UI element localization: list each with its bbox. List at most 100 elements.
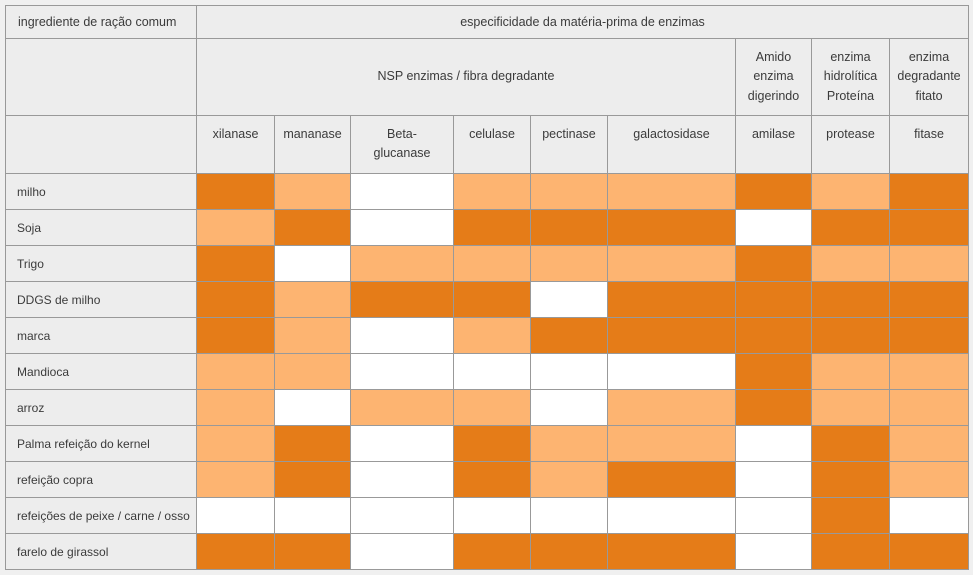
matrix-cell-dark (196, 317, 275, 354)
matrix-cell-dark (888, 173, 970, 210)
table-row: Mandioca (5, 353, 970, 390)
matrix-cell-dark (735, 173, 812, 210)
matrix-cell-dark (811, 533, 890, 570)
matrix-cell-light (196, 461, 275, 498)
matrix-cell-light (607, 245, 736, 282)
header-row-group: ingrediente de ração comum especificidad… (5, 5, 970, 39)
matrix-cell-white (607, 353, 736, 390)
matrix-cell-dark (888, 317, 970, 354)
matrix-cell-dark (735, 353, 812, 390)
matrix-cell-dark (274, 209, 351, 246)
matrix-cell-white (350, 461, 454, 498)
matrix-cell-light (607, 389, 736, 426)
matrix-cell-light (888, 245, 970, 282)
subgroup-protein-enzyme: enzima hidrolítica Proteína (811, 38, 890, 116)
table-row: DDGS de milho (5, 281, 970, 318)
matrix-cell-white (735, 533, 812, 570)
row-label: Trigo (5, 245, 197, 282)
matrix-cell-light (274, 173, 351, 210)
column-pectinase: pectinase (530, 115, 608, 174)
column-amilase: amilase (735, 115, 812, 174)
blank-cell (5, 115, 197, 174)
table-row: arroz (5, 389, 970, 426)
matrix-cell-light (607, 425, 736, 462)
matrix-cell-dark (607, 281, 736, 318)
matrix-cell-light (196, 353, 275, 390)
matrix-cell-white (888, 497, 970, 534)
matrix-cell-dark (811, 281, 890, 318)
matrix-cell-light (196, 389, 275, 426)
matrix-cell-light (811, 173, 890, 210)
matrix-cell-dark (888, 533, 970, 570)
matrix-cell-white (350, 533, 454, 570)
matrix-cell-white (453, 497, 531, 534)
table-header: ingrediente de ração comum especificidad… (5, 5, 970, 174)
matrix-cell-light (196, 209, 275, 246)
row-label: Mandioca (5, 353, 197, 390)
matrix-cell-dark (196, 173, 275, 210)
matrix-cell-dark (453, 425, 531, 462)
matrix-cell-white (274, 245, 351, 282)
blank-cell (5, 38, 197, 116)
matrix-cell-dark (735, 245, 812, 282)
matrix-cell-light (196, 425, 275, 462)
row-label: refeições de peixe / carne / osso (5, 497, 197, 534)
matrix-cell-dark (530, 533, 608, 570)
enzyme-specificity-table: ingrediente de ração comum especificidad… (5, 5, 970, 570)
matrix-cell-white (530, 389, 608, 426)
matrix-cell-light (453, 389, 531, 426)
matrix-cell-light (888, 353, 970, 390)
matrix-cell-dark (274, 425, 351, 462)
table-row: Trigo (5, 245, 970, 282)
matrix-cell-light (530, 461, 608, 498)
matrix-cell-dark (530, 209, 608, 246)
matrix-cell-white (735, 461, 812, 498)
matrix-cell-dark (607, 461, 736, 498)
matrix-cell-light (888, 389, 970, 426)
column-galactosidase: galactosidase (607, 115, 736, 174)
column-xilanase: xilanase (196, 115, 275, 174)
row-label: arroz (5, 389, 197, 426)
subgroup-phytate-enzyme: enzima degradante fitato (888, 38, 970, 116)
matrix-cell-dark (735, 281, 812, 318)
row-label: milho (5, 173, 197, 210)
row-label: farelo de girassol (5, 533, 197, 570)
table-row: refeição copra (5, 461, 970, 498)
matrix-cell-dark (811, 209, 890, 246)
matrix-cell-dark (453, 533, 531, 570)
matrix-cell-dark (607, 209, 736, 246)
row-label: marca (5, 317, 197, 354)
table-row: marca (5, 317, 970, 354)
column-mananase: mananase (274, 115, 351, 174)
matrix-cell-light (811, 353, 890, 390)
matrix-cell-dark (453, 281, 531, 318)
matrix-cell-dark (607, 533, 736, 570)
column-fitase: fitase (888, 115, 970, 174)
column-celulase: celulase (453, 115, 531, 174)
matrix-cell-dark (811, 317, 890, 354)
column-beta-glucanase: Beta- glucanase (350, 115, 454, 174)
matrix-cell-dark (196, 245, 275, 282)
matrix-cell-white (350, 209, 454, 246)
matrix-cell-light (607, 173, 736, 210)
subgroup-starch-enzyme: Amido enzima digerindo (735, 38, 812, 116)
matrix-cell-light (274, 353, 351, 390)
matrix-cell-white (350, 173, 454, 210)
matrix-cell-dark (453, 461, 531, 498)
matrix-cell-white (453, 353, 531, 390)
matrix-cell-white (274, 389, 351, 426)
row-label: Palma refeição do kernel (5, 425, 197, 462)
matrix-cell-dark (453, 209, 531, 246)
matrix-cell-dark (274, 533, 351, 570)
table-row: farelo de girassol (5, 533, 970, 570)
matrix-cell-white (735, 425, 812, 462)
matrix-cell-dark (274, 461, 351, 498)
matrix-cell-dark (196, 533, 275, 570)
table-row: Palma refeição do kernel (5, 425, 970, 462)
matrix-cell-dark (811, 461, 890, 498)
matrix-cell-light (888, 461, 970, 498)
matrix-cell-dark (530, 317, 608, 354)
matrix-cell-white (350, 353, 454, 390)
row-label: refeição copra (5, 461, 197, 498)
